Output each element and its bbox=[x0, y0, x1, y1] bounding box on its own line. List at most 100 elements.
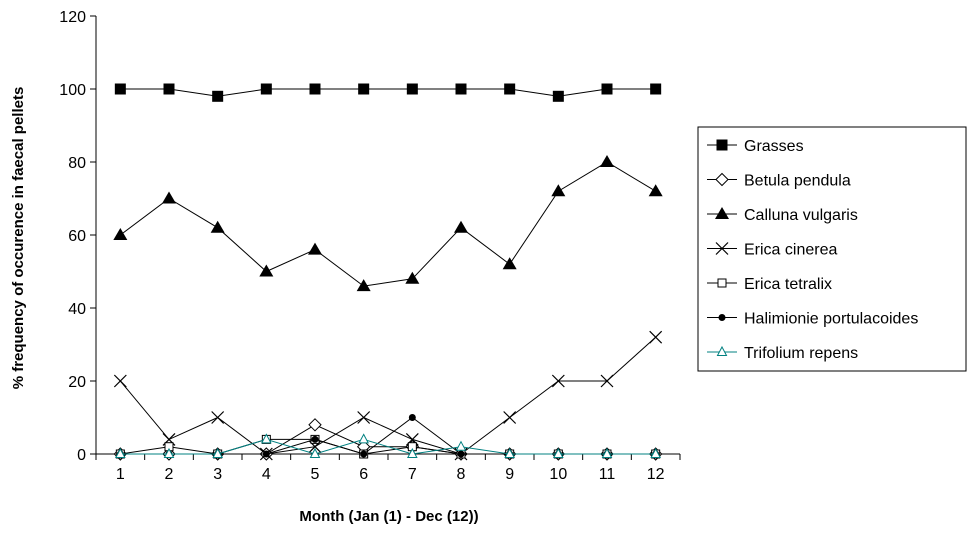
marker-shape bbox=[504, 83, 516, 95]
marker-shape bbox=[308, 418, 322, 432]
x-tick-label: 6 bbox=[359, 466, 368, 483]
data-point bbox=[356, 279, 371, 292]
marker-shape bbox=[405, 271, 420, 284]
data-point bbox=[600, 374, 614, 388]
series-line bbox=[120, 161, 656, 287]
marker-shape bbox=[260, 83, 272, 95]
data-point bbox=[308, 242, 322, 255]
legend-label: Erica cinerea bbox=[744, 242, 837, 259]
data-point bbox=[260, 83, 272, 95]
x-tick-label: 1 bbox=[116, 466, 125, 483]
data-point bbox=[357, 411, 371, 424]
x-tick-label: 11 bbox=[599, 466, 616, 483]
marker-shape bbox=[163, 83, 175, 95]
marker-stroke bbox=[600, 374, 614, 388]
marker-shape bbox=[360, 450, 368, 458]
data-point bbox=[163, 83, 175, 95]
marker-stroke bbox=[503, 411, 517, 424]
y-tick-label: 60 bbox=[68, 228, 86, 245]
series-line bbox=[120, 416, 656, 455]
legend-marker bbox=[715, 242, 729, 255]
marker-shape bbox=[601, 83, 613, 95]
data-point bbox=[259, 264, 274, 277]
marker-shape bbox=[715, 207, 729, 219]
marker-shape bbox=[650, 447, 661, 458]
data-point bbox=[504, 447, 515, 458]
data-point bbox=[262, 450, 270, 458]
data-point bbox=[552, 90, 564, 102]
marker-shape bbox=[212, 447, 223, 458]
series-line bbox=[120, 424, 656, 455]
marker-shape bbox=[504, 447, 515, 458]
data-point bbox=[309, 83, 321, 95]
marker-shape bbox=[454, 220, 468, 233]
marker-shape bbox=[718, 314, 726, 321]
data-point bbox=[360, 450, 368, 458]
data-point bbox=[649, 330, 663, 344]
marker-shape bbox=[716, 139, 728, 151]
marker-shape bbox=[358, 83, 370, 95]
x-axis-title: Month (Jan (1) - Dec (12)) bbox=[299, 508, 478, 525]
data-point bbox=[503, 411, 517, 424]
marker-stroke bbox=[649, 330, 663, 344]
data-point bbox=[211, 411, 225, 424]
data-point bbox=[601, 83, 613, 95]
marker-shape bbox=[114, 83, 126, 95]
marker-stroke bbox=[211, 411, 225, 424]
legend-item-erica-tetralix: Erica tetralix bbox=[707, 276, 832, 293]
marker-shape bbox=[115, 447, 126, 458]
series-line bbox=[119, 336, 657, 455]
y-tick-label: 20 bbox=[68, 374, 86, 391]
legend-marker bbox=[715, 207, 729, 219]
marker-shape bbox=[406, 83, 418, 95]
data-point bbox=[210, 220, 225, 233]
x-tick-label: 3 bbox=[213, 466, 222, 483]
data-point bbox=[212, 90, 224, 102]
legend-label: Trifolium repens bbox=[744, 345, 858, 362]
legend-item-erica-cinerea: Erica cinerea bbox=[707, 242, 837, 259]
legend-item-halimionie-portulacoides: Halimionie portulacoides bbox=[707, 311, 918, 328]
marker-shape bbox=[502, 257, 517, 270]
data-point bbox=[650, 447, 661, 458]
data-point bbox=[553, 447, 564, 458]
marker-stroke bbox=[113, 374, 127, 388]
data-point bbox=[358, 433, 369, 444]
marker-shape bbox=[163, 447, 175, 458]
legend-item-trifolium-repens: Trifolium repens bbox=[707, 345, 858, 362]
series-line bbox=[120, 88, 656, 97]
marker-shape bbox=[455, 440, 467, 451]
series-line bbox=[120, 438, 656, 455]
data-point bbox=[261, 433, 272, 444]
y-tick-label: 40 bbox=[68, 301, 86, 318]
x-tick-label: 4 bbox=[262, 466, 271, 483]
legend-label: Erica tetralix bbox=[744, 276, 832, 293]
marker-shape bbox=[455, 83, 467, 95]
data-point bbox=[455, 440, 467, 451]
data-point bbox=[457, 450, 465, 458]
data-point bbox=[601, 447, 613, 458]
marker-stroke bbox=[357, 411, 371, 424]
legend: Grasses Betula pendula Calluna vulgaris Eri… bbox=[697, 126, 967, 372]
legend-item-grasses: Grasses bbox=[707, 138, 804, 155]
data-point bbox=[502, 257, 517, 270]
data-point bbox=[308, 418, 322, 432]
marker-shape bbox=[356, 279, 371, 292]
y-tick-label: 0 bbox=[77, 447, 86, 464]
legend-label: Calluna vulgaris bbox=[744, 207, 858, 224]
marker-shape bbox=[457, 450, 465, 458]
marker-shape bbox=[262, 450, 270, 458]
series-erica-cinerea bbox=[113, 330, 663, 461]
data-point bbox=[309, 447, 321, 458]
marker-shape bbox=[309, 447, 321, 458]
data-point bbox=[406, 83, 418, 95]
series-calluna-vulgaris bbox=[113, 155, 663, 292]
marker-shape bbox=[715, 172, 729, 187]
marker-shape bbox=[650, 83, 662, 95]
legend-marker bbox=[716, 345, 728, 356]
data-point bbox=[212, 447, 223, 458]
series-layer bbox=[113, 83, 663, 461]
data-point bbox=[358, 83, 370, 95]
marker-shape bbox=[162, 191, 176, 204]
x-tick-label: 5 bbox=[311, 466, 320, 483]
